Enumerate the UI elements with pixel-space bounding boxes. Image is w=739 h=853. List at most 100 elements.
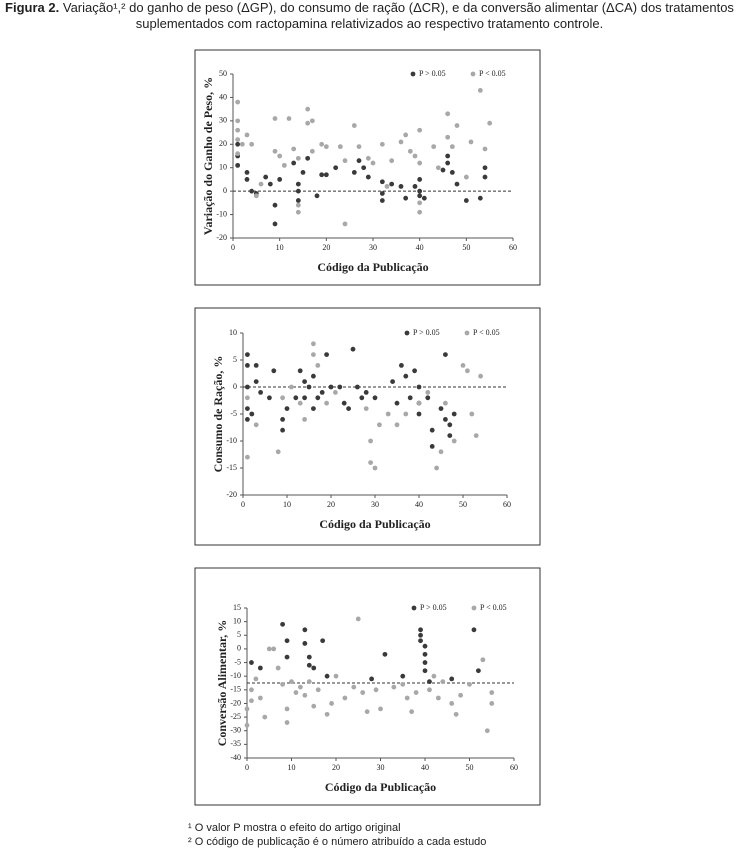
data-point [413,690,419,695]
data-point [249,687,254,693]
data-point [417,209,423,215]
data-point [361,165,367,171]
data-point [306,384,312,390]
x-tick-label: 60 [510,763,518,772]
y-tick-label: 0 [237,644,241,653]
data-point [429,427,435,433]
caption: Figura 2. Variação¹,² do ganho de peso (… [0,0,739,32]
data-point [324,711,330,717]
data-point [333,673,339,679]
data-point [280,395,285,401]
data-point [443,400,448,406]
data-point [389,181,395,187]
data-point [295,202,301,208]
data-point [368,438,373,444]
data-point [297,368,303,374]
data-point [467,681,472,687]
data-point [235,162,241,168]
x-tick-label: 50 [462,243,470,252]
data-point [249,141,255,147]
data-point [447,422,453,428]
data-point [389,158,395,164]
data-point [280,621,285,627]
data-point [319,141,325,147]
x-axis-label: Código da Publicação [325,780,436,794]
data-point [306,679,312,685]
data-point [258,390,263,395]
y-tick-label: -5 [230,409,237,418]
data-point [468,139,474,145]
data-point [314,193,320,199]
legend-label: P > 0.05 [419,69,446,78]
x-tick-label: 0 [241,500,245,509]
data-point [438,406,444,411]
legend-marker [464,330,470,336]
data-point [295,181,301,187]
data-point [249,660,254,665]
data-point [451,411,457,417]
data-point [258,181,264,187]
data-point [443,417,448,422]
data-point [443,352,448,357]
data-point [245,417,250,422]
data-point [245,363,250,368]
data-point [302,692,308,698]
data-point [449,676,455,682]
data-point [351,684,357,690]
data-point [244,722,250,728]
y-tick-label: -5 [234,657,241,666]
data-point [382,651,388,657]
x-tick-label: 10 [276,243,284,252]
data-point [302,641,308,646]
data-point [449,144,455,150]
data-point [257,695,263,701]
data-point [435,165,441,171]
x-tick-label: 40 [416,243,424,252]
data-point [253,676,259,682]
y-tick-label: 50 [219,69,227,78]
data-point [245,384,250,390]
data-point [305,120,311,126]
data-point [434,465,439,471]
x-tick-label: 40 [421,763,429,772]
data-point [422,651,428,657]
data-point [438,449,444,455]
data-point [333,165,339,171]
data-point [311,341,316,347]
y-tick-label: -10 [226,436,237,445]
y-tick-label: 5 [237,630,241,639]
data-point [253,363,259,368]
data-point [417,127,423,133]
data-point [239,141,245,147]
data-point [425,390,431,395]
data-point [372,465,378,471]
data-point [257,665,263,671]
data-point [284,654,290,660]
data-point [403,132,409,138]
data-point [244,706,250,712]
data-point [400,681,406,687]
panel-frame [194,567,541,806]
data-point [280,417,285,422]
data-point [267,395,272,401]
data-point [378,706,383,712]
data-point [403,373,409,379]
x-tick-label: 20 [332,763,340,772]
data-point [453,711,459,717]
data-point [346,406,351,411]
data-point [311,665,317,671]
data-point [272,221,278,227]
x-tick-label: 0 [231,243,235,252]
data-point [440,679,446,685]
data-point [300,170,306,175]
data-point [471,627,477,633]
data-point [449,701,455,706]
data-point [399,363,404,368]
data-point [272,116,278,121]
y-tick-label: -10 [230,671,241,680]
y-tick-label: -35 [230,739,241,748]
data-point [244,132,250,138]
data-point [275,665,281,671]
data-point [275,449,281,455]
data-point [391,684,397,690]
